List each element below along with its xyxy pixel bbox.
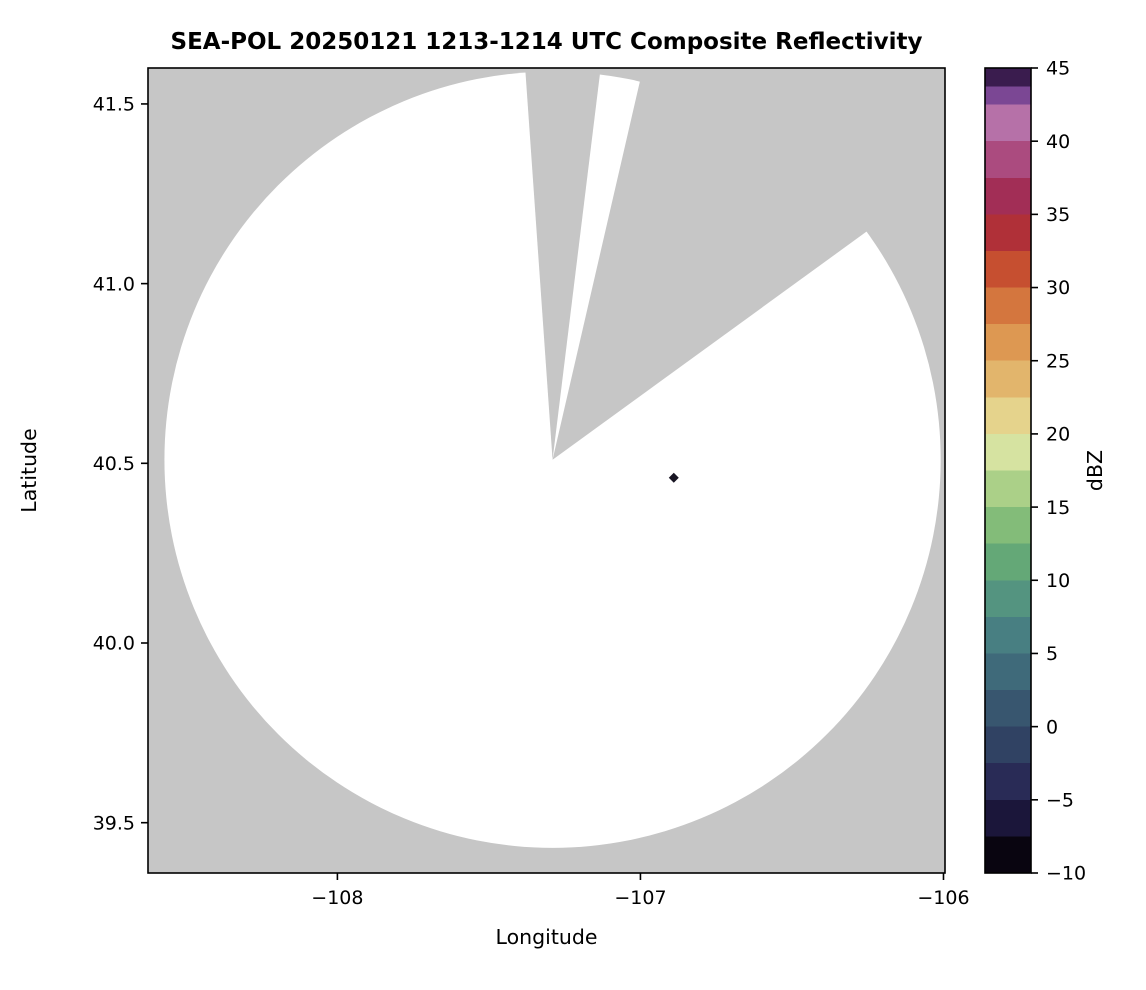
y-tick-label: 39.5 bbox=[93, 812, 135, 834]
y-axis-ticks: 41.5 41.0 40.5 40.0 39.5 bbox=[93, 94, 148, 834]
x-tick-label: −107 bbox=[614, 887, 666, 909]
echo-markers bbox=[668, 472, 679, 483]
colorbar-gradient bbox=[985, 68, 1031, 873]
colorbar-tick-label: 25 bbox=[1046, 350, 1070, 372]
plot-border bbox=[147, 67, 946, 874]
colorbar-tick-label: 10 bbox=[1046, 570, 1070, 592]
y-tick-label: 41.5 bbox=[93, 94, 135, 116]
colorbar-tick-label: 0 bbox=[1046, 716, 1058, 738]
colorbar-tick-label: 45 bbox=[1046, 58, 1070, 80]
blocked-sector-1 bbox=[525, 68, 601, 460]
blocked-sector-2 bbox=[552, 68, 945, 460]
colorbar-border bbox=[984, 67, 1032, 874]
colorbar-ticks: 45 40 35 30 25 20 15 10 5 0 −5 −10 bbox=[1031, 58, 1086, 885]
colorbar-tick-label: 30 bbox=[1046, 277, 1070, 299]
plot-content bbox=[164, 68, 945, 848]
y-axis-label: Latitude bbox=[17, 428, 41, 512]
y-tick-label: 41.0 bbox=[93, 273, 135, 295]
colorbar-tick-label: 5 bbox=[1046, 643, 1058, 665]
plot-title: SEA-POL 20250121 1213-1214 UTC Composite… bbox=[171, 29, 923, 55]
x-axis-label: Longitude bbox=[496, 925, 598, 949]
blocked-sectors bbox=[525, 68, 945, 460]
y-tick-label: 40.0 bbox=[93, 633, 135, 655]
echo-marker bbox=[668, 472, 679, 483]
y-tick-label: 40.5 bbox=[93, 453, 135, 475]
colorbar-tick-label: −10 bbox=[1046, 863, 1086, 885]
x-tick-label: −108 bbox=[311, 887, 363, 909]
x-axis-ticks: −108 −107 −106 bbox=[311, 873, 970, 909]
colorbar-tick-label: 35 bbox=[1046, 204, 1070, 226]
colorbar-label: dBZ bbox=[1083, 450, 1107, 491]
colorbar-tick-label: 20 bbox=[1046, 424, 1070, 446]
colorbar-tick-label: −5 bbox=[1046, 790, 1074, 812]
x-tick-label: −106 bbox=[917, 887, 969, 909]
colorbar-tick-label: 40 bbox=[1046, 131, 1070, 153]
colorbar: 45 40 35 30 25 20 15 10 5 0 −5 −10 dBZ bbox=[984, 58, 1107, 885]
colorbar-tick-label: 15 bbox=[1046, 497, 1070, 519]
